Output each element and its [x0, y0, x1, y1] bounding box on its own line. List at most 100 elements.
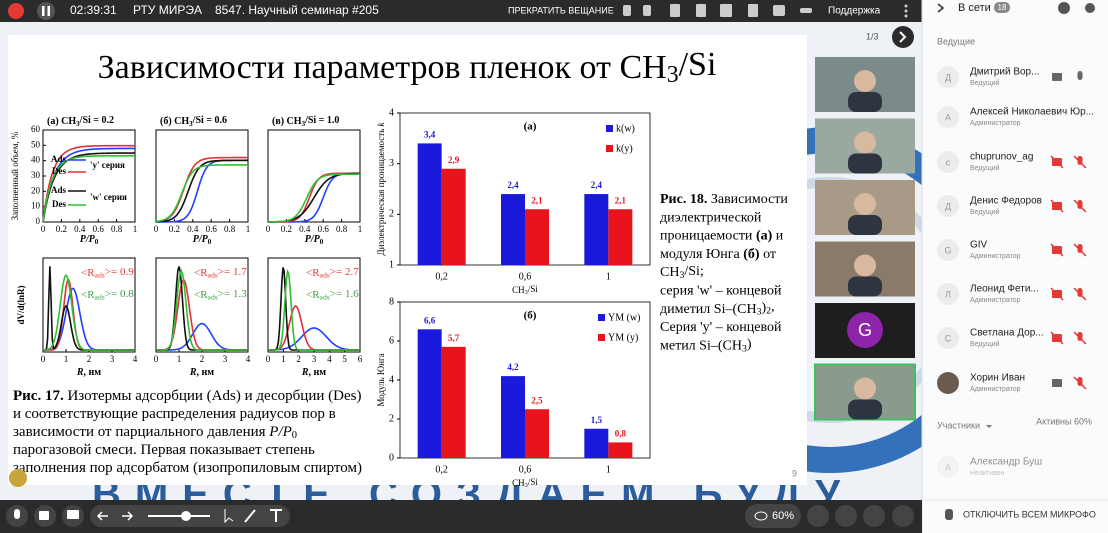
- pen-tool[interactable]: [244, 509, 256, 523]
- x-axis-label: R, нм: [189, 367, 214, 378]
- icon[interactable]: [643, 5, 651, 16]
- icon[interactable]: [670, 4, 680, 17]
- icon[interactable]: [904, 14, 908, 18]
- bar: [608, 209, 633, 265]
- text-run: R: [189, 367, 197, 378]
- text-run: ads: [95, 292, 105, 301]
- avatar-initial: С: [945, 333, 952, 343]
- icon[interactable]: [623, 5, 631, 16]
- icon[interactable]: [720, 4, 732, 17]
- timer-button[interactable]: [807, 505, 829, 527]
- slide-content: Зависимости параметров пленок от CH3/Si9…: [10, 46, 797, 490]
- muted-slash: [1073, 376, 1087, 390]
- icon[interactable]: [904, 9, 908, 13]
- text-run: R: [301, 367, 309, 378]
- text-run: проницаемости: [660, 229, 756, 244]
- legend-label: Des: [52, 199, 66, 209]
- y-tick-label: 0: [36, 216, 41, 226]
- y-axis-label: dV/d(lnR): [16, 285, 26, 324]
- hand-button[interactable]: [835, 505, 857, 527]
- x-tick-label: 0.8: [224, 224, 236, 234]
- icon[interactable]: [800, 8, 812, 13]
- legend-label: 'w' серия: [90, 192, 127, 202]
- pointer-tool[interactable]: [224, 509, 234, 524]
- text-run: CH: [512, 285, 525, 295]
- text-run: R: [76, 367, 84, 378]
- text-run: 0: [292, 431, 297, 442]
- panel-title: (б) CH3/Si = 0.6: [160, 115, 227, 127]
- undo-button[interactable]: [96, 511, 108, 521]
- x-tick-label: 2: [296, 354, 301, 364]
- redo-button[interactable]: [122, 511, 134, 521]
- text-run: Рис. 17.: [13, 388, 64, 404]
- text-run: <R: [306, 267, 320, 279]
- participant-role: Администратор: [970, 297, 1021, 304]
- stop-broadcast-button[interactable]: ПРЕКРАТИТЬ ВЕЩАНИЕ: [508, 5, 614, 15]
- y-tick-label: 0: [389, 452, 394, 463]
- value-label: 2,5: [531, 395, 543, 405]
- text-run: >= 1.3: [218, 288, 247, 300]
- x-tick-label: 4: [246, 354, 251, 364]
- participant-name: Леонид Фети...: [970, 284, 1039, 295]
- online-count: 18: [998, 3, 1007, 12]
- avatar-initial: А: [945, 462, 951, 472]
- text-run: 3: [302, 120, 306, 128]
- caption-line: метил Si–(CH3): [660, 337, 752, 354]
- x-tick-label: 1: [281, 354, 286, 364]
- icon[interactable]: [748, 4, 758, 17]
- hangup-button[interactable]: [8, 3, 24, 19]
- muted-slash: [1050, 243, 1064, 257]
- y-tick-label: 2: [389, 209, 394, 220]
- y-tick-label: 50: [31, 139, 41, 149]
- pause-button[interactable]: [37, 2, 55, 20]
- x-axis-label: R, нм: [301, 367, 326, 378]
- text-run: Модуль Юнга: [376, 353, 386, 406]
- y-tick-label: 30: [31, 170, 41, 180]
- icon[interactable]: [696, 4, 706, 17]
- text-run: /Si: [528, 284, 539, 294]
- icon: [47, 6, 50, 16]
- icon: [14, 509, 20, 519]
- icon[interactable]: [904, 4, 908, 8]
- mic-icon: [1077, 71, 1083, 80]
- icon: [754, 511, 768, 521]
- text-run: 3: [525, 289, 528, 296]
- reaction-button[interactable]: [863, 505, 885, 527]
- value-label: 2,1: [615, 195, 627, 205]
- text-run: >= 0.8: [105, 288, 134, 300]
- zoom-control[interactable]: [745, 504, 801, 528]
- add-button[interactable]: [1058, 2, 1070, 14]
- text-run: 3: [76, 120, 80, 128]
- text-run: /Si: [679, 46, 717, 83]
- avatar-initial: c: [946, 157, 951, 167]
- text-run: 3: [667, 63, 679, 89]
- mute-all-button[interactable]: ОТКЛЮЧИТЬ ВСЕМ МИКРОФО: [963, 509, 1096, 519]
- text-run: Диэлектрическая проницаемость: [376, 126, 386, 255]
- text-run: <R: [81, 267, 95, 279]
- y-tick-label: 4: [389, 374, 394, 385]
- next-slide-button[interactable]: [892, 26, 914, 48]
- avatar-initial: G: [858, 320, 872, 340]
- text-run: и: [772, 229, 784, 244]
- x-tick-label: 1: [606, 271, 611, 282]
- text-run: ,: [771, 299, 775, 314]
- text-run: , нм: [84, 367, 102, 378]
- value-label: 5,7: [448, 333, 460, 343]
- layout-button[interactable]: [892, 505, 914, 527]
- icon[interactable]: [773, 5, 785, 16]
- users-icon[interactable]: [1085, 3, 1095, 13]
- text-run: 0: [95, 238, 99, 246]
- y-tick-label: 40: [31, 155, 41, 165]
- participant-role: Администратор: [970, 253, 1021, 260]
- muted-slash: [1073, 199, 1087, 213]
- x-tick-label: 3: [312, 354, 317, 364]
- collapse-icon[interactable]: [937, 3, 945, 13]
- text-tool[interactable]: [270, 509, 282, 522]
- annotation: <Rads>= 0.8: [81, 288, 134, 302]
- caption-line: диэлектрической: [660, 211, 762, 226]
- slider-thumb[interactable]: [181, 511, 191, 521]
- support-link[interactable]: Поддержка: [828, 6, 881, 17]
- text-run: , нм: [309, 367, 327, 378]
- text-run: P/P: [80, 234, 96, 245]
